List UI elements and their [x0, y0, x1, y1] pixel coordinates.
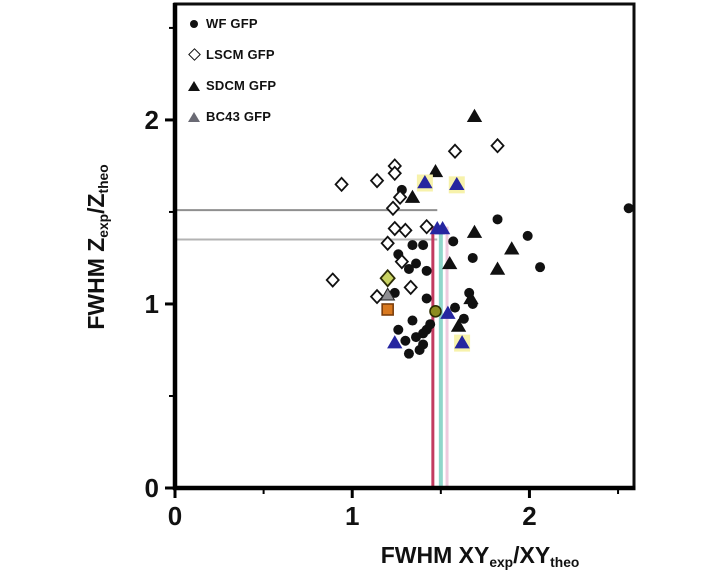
data-point — [392, 189, 408, 206]
data-point — [442, 255, 458, 270]
data-point — [411, 258, 422, 269]
data-point — [387, 220, 402, 237]
data-point — [418, 240, 429, 251]
data-point — [489, 261, 506, 275]
data-point — [458, 313, 469, 324]
data-point — [379, 287, 396, 301]
data-point — [398, 222, 413, 239]
data-point — [434, 221, 451, 235]
data-point — [403, 279, 418, 296]
data-point — [407, 315, 418, 326]
reference-lines — [175, 209, 449, 488]
data-point — [492, 214, 503, 225]
data-point — [440, 305, 456, 319]
data-point — [419, 218, 434, 235]
data-point — [417, 175, 433, 189]
data-point — [407, 240, 418, 251]
data-point — [387, 165, 402, 182]
open-diamond-icon — [186, 48, 202, 61]
data-point — [450, 318, 467, 332]
y-tick-label: 1 — [145, 289, 159, 319]
data-point — [425, 319, 436, 330]
data-point — [403, 264, 414, 275]
data-point — [404, 189, 421, 203]
data-point — [427, 163, 444, 178]
data-point — [429, 305, 442, 318]
legend: WF GFP LSCM GFP SDCM GFP BC43 GFP — [186, 8, 276, 132]
data-point — [369, 172, 385, 189]
series-lscm-mean-marker — [379, 268, 396, 288]
data-point — [385, 200, 401, 217]
series-sdcm-mean-marker — [429, 305, 442, 318]
series-lscm-gfp — [325, 137, 505, 305]
legend-label: SDCM GFP — [206, 78, 277, 93]
legend-item-wf: WF GFP — [186, 8, 276, 39]
x-tick-label: 1 — [345, 501, 359, 531]
data-point — [421, 293, 432, 304]
x-tick-label: 0 — [168, 501, 182, 531]
data-point — [394, 253, 410, 270]
data-point — [450, 302, 461, 313]
gray-triangle-icon — [186, 111, 202, 122]
data-point — [466, 108, 483, 122]
data-point — [454, 335, 470, 349]
x-tick-label: 2 — [522, 501, 536, 531]
series-sdcm-gfp — [404, 108, 520, 332]
data-point — [381, 303, 394, 316]
data-point — [325, 272, 340, 288]
axis-ticks: 0 1 2 0 1 2 — [145, 26, 620, 531]
data-point — [400, 335, 411, 346]
legend-label: LSCM GFP — [206, 47, 275, 62]
legend-item-bc43: BC43 GFP — [186, 101, 276, 132]
data-point — [623, 203, 634, 214]
data-point — [387, 335, 403, 349]
data-point — [411, 332, 422, 343]
filled-circle-icon — [186, 19, 202, 28]
legend-item-lscm: LSCM GFP — [186, 39, 276, 70]
legend-item-sdcm: SDCM GFP — [186, 70, 276, 101]
y-tick-label: 2 — [145, 105, 159, 135]
data-point — [466, 224, 483, 238]
data-point — [393, 324, 404, 335]
series-bc43-mean-marker — [379, 287, 396, 301]
data-point — [490, 137, 505, 154]
data-point — [380, 235, 395, 252]
data-point — [448, 236, 459, 247]
data-point — [447, 143, 463, 160]
filled-triangle-icon — [186, 80, 202, 91]
plot-frame — [172, 2, 636, 491]
data-point — [535, 262, 546, 273]
data-point — [334, 176, 349, 193]
data-point — [421, 265, 432, 276]
data-point — [403, 348, 414, 359]
data-point — [522, 230, 533, 241]
series-wf-gfp — [389, 184, 634, 359]
data-point — [369, 288, 385, 305]
x-axis-title: FWHM XYexp/XYtheo — [380, 542, 580, 571]
y-axis-title: FWHM Zexp/Ztheo — [82, 164, 112, 330]
series-bc43-gfp-highlighted — [416, 174, 471, 352]
data-point — [467, 252, 478, 263]
y-tick-label: 0 — [145, 473, 159, 503]
data-point — [418, 339, 429, 350]
series-wf-mean-marker — [381, 303, 394, 316]
series-bc43-gfp — [387, 221, 456, 349]
legend-label: WF GFP — [206, 16, 258, 31]
data-point — [463, 290, 479, 305]
data-point — [449, 176, 465, 191]
legend-label: BC43 GFP — [206, 109, 272, 124]
data-point — [504, 241, 520, 255]
data-point — [379, 268, 396, 288]
